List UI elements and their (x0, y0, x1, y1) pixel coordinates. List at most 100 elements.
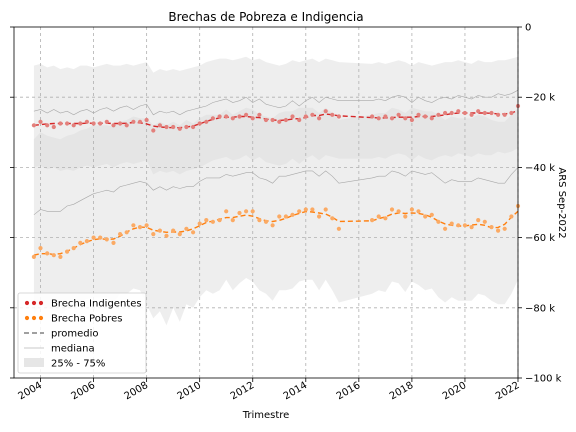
data-point-1 (91, 235, 96, 240)
data-point-1 (303, 207, 308, 212)
data-point-1 (58, 254, 63, 259)
data-point-1 (429, 212, 434, 217)
data-point-0 (171, 124, 176, 130)
data-point-0 (137, 119, 143, 124)
data-point-1 (383, 216, 388, 221)
data-point-1 (370, 218, 375, 223)
data-point-0 (164, 124, 169, 130)
legend-marker (31, 300, 37, 306)
data-point-0 (297, 117, 302, 123)
data-point-0 (396, 112, 401, 117)
x-tick-label: 2010 (176, 380, 204, 402)
plot-frame (13, 26, 519, 379)
data-point-0 (456, 109, 461, 114)
x-tick-label: 2020 (441, 380, 469, 402)
data-point-1 (144, 223, 149, 228)
x-tick-label: 2012 (229, 380, 257, 402)
data-point-0 (263, 117, 269, 123)
band-layer (33, 56, 519, 326)
plot-area (13, 26, 521, 379)
data-point-0 (124, 123, 129, 128)
data-point-0 (403, 116, 408, 121)
data-point-0 (257, 112, 262, 117)
data-point-1 (45, 251, 50, 256)
data-point-1 (403, 214, 408, 219)
x-tick-label: 2016 (335, 380, 363, 402)
data-point-0 (38, 119, 43, 124)
data-point-0 (436, 112, 441, 117)
data-point-1 (462, 223, 467, 228)
data-point-0 (65, 121, 70, 126)
data-point-0 (118, 121, 123, 126)
data-point-0 (277, 119, 282, 124)
data-point-1 (157, 228, 162, 233)
data-point-0 (462, 110, 467, 116)
y-tick-label: 0 (525, 23, 531, 34)
data-point-1 (224, 209, 229, 214)
data-point-1 (310, 207, 315, 212)
data-point-1 (78, 240, 83, 245)
data-point-1 (38, 246, 43, 251)
data-point-1 (237, 210, 242, 216)
data-point-1 (436, 219, 441, 224)
data-point-1 (443, 226, 448, 231)
legend-label: 25% - 75% (51, 359, 105, 370)
data-point-1 (151, 232, 156, 237)
data-point-0 (210, 116, 215, 121)
data-point-0 (51, 124, 56, 130)
data-point-1 (71, 246, 76, 251)
data-point-0 (509, 110, 514, 116)
data-point-1 (456, 223, 461, 228)
data-point-0 (184, 124, 189, 130)
data-point-1 (131, 223, 136, 228)
data-point-0 (177, 126, 182, 131)
iqr-band-1 (33, 107, 519, 326)
x-tick-label: 2004 (16, 380, 44, 402)
legend-marker (24, 300, 30, 306)
y-tick-label: −100 k (525, 374, 562, 385)
data-point-0 (237, 114, 242, 119)
data-point-1 (409, 207, 414, 212)
data-point-0 (469, 112, 474, 117)
data-point-1 (323, 207, 328, 212)
data-point-0 (131, 119, 136, 124)
data-point-0 (157, 123, 162, 128)
data-point-0 (91, 121, 96, 126)
data-point-0 (230, 116, 235, 121)
data-point-1 (423, 214, 428, 219)
data-point-1 (31, 254, 36, 259)
data-point-1 (111, 240, 116, 245)
data-point-1 (416, 209, 421, 214)
data-point-1 (449, 221, 454, 226)
data-point-1 (317, 214, 322, 219)
data-point-0 (317, 116, 322, 121)
data-point-1 (177, 232, 182, 237)
median-line-0 (33, 89, 519, 116)
data-point-1 (290, 212, 295, 217)
x-tick-label: 2014 (282, 380, 310, 402)
data-point-0 (45, 123, 50, 128)
data-point-0 (58, 121, 63, 126)
data-point-0 (71, 123, 76, 128)
data-point-0 (270, 117, 275, 123)
data-point-0 (330, 112, 335, 117)
data-point-0 (416, 112, 421, 117)
data-point-0 (78, 121, 83, 126)
data-point-0 (104, 119, 109, 124)
data-point-1 (270, 223, 275, 228)
data-point-1 (250, 209, 255, 214)
data-point-1 (137, 225, 143, 230)
data-point-1 (263, 219, 269, 224)
data-point-0 (224, 114, 229, 119)
y-tick-label: −20 k (525, 93, 555, 104)
data-point-1 (197, 221, 202, 226)
y-tick-label: −60 k (525, 233, 555, 244)
data-point-0 (303, 114, 308, 119)
data-point-0 (98, 121, 103, 126)
data-point-1 (330, 216, 335, 221)
mean-line-1 (33, 210, 519, 256)
data-point-1 (217, 218, 222, 223)
data-point-0 (383, 114, 388, 119)
data-point-0 (449, 110, 454, 116)
